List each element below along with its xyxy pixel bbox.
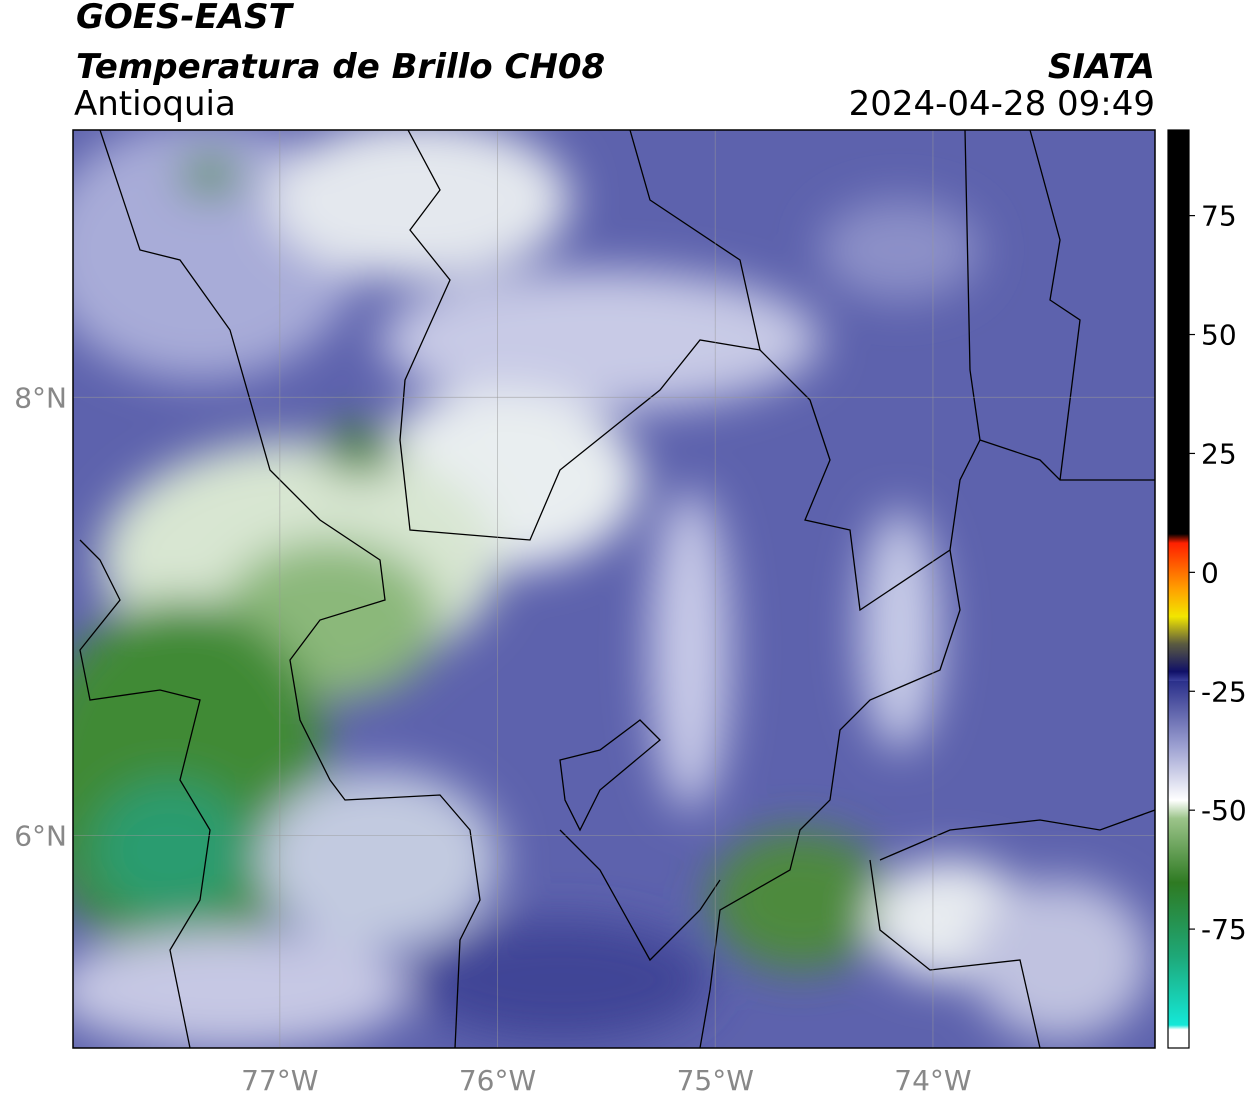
x-tick-label: 76°W — [459, 1064, 536, 1097]
x-tick-label: 74°W — [894, 1064, 971, 1097]
x-tick-label: 77°W — [241, 1064, 318, 1097]
region: Antioquia — [74, 84, 236, 124]
colorbar-tick-label: -50 — [1201, 794, 1247, 827]
map-frame — [72, 129, 1156, 1049]
datetime: 2024-04-28 09:49 — [849, 84, 1155, 124]
colorbar-tick-label: 0 — [1201, 556, 1219, 589]
colorbar-tick-label: 25 — [1201, 437, 1237, 470]
colorbar-tick-label: 50 — [1201, 319, 1237, 352]
title: Temperatura de Brillo CH08 — [76, 47, 605, 87]
x-tick-label: 75°W — [677, 1064, 754, 1097]
colorbar-tick-label: -75 — [1201, 913, 1247, 946]
source: GOES-EAST — [76, 0, 295, 37]
agency: SIATA — [1048, 47, 1155, 87]
colorbar — [1167, 129, 1190, 1049]
borders — [79, 130, 1155, 1048]
colorbar-tick-label: -25 — [1201, 675, 1247, 708]
colorbar-tick-label: 75 — [1201, 200, 1237, 233]
satellite-image — [73, 130, 1155, 1048]
y-tick-label: 8°N — [14, 381, 67, 414]
y-tick-label: 6°N — [14, 819, 67, 852]
